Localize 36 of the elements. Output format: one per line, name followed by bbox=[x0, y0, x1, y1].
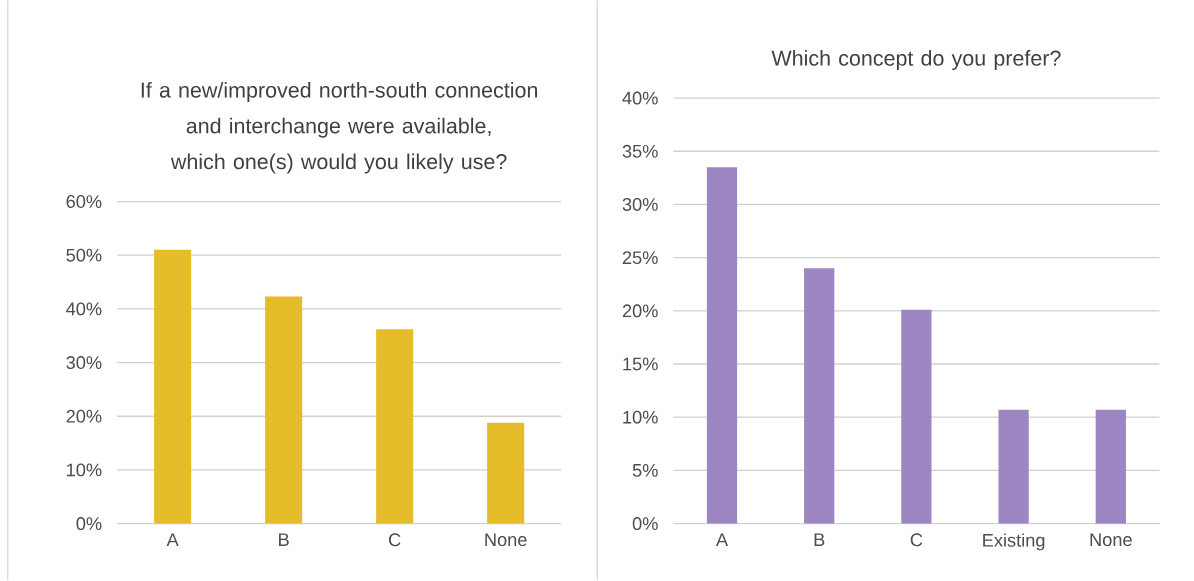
y-tick-label: 0% bbox=[76, 517, 102, 531]
x-tick-label: C bbox=[910, 533, 923, 547]
bar bbox=[487, 422, 525, 524]
bar bbox=[901, 309, 932, 524]
y-tick-label: 0% bbox=[632, 517, 658, 531]
bar bbox=[998, 409, 1029, 524]
x-tick-label: B bbox=[814, 533, 825, 547]
x-tick-label: C bbox=[388, 533, 401, 547]
y-tick-label: 20% bbox=[66, 409, 102, 423]
y-tick-label: 40% bbox=[66, 302, 102, 316]
y-tick-label: 10% bbox=[623, 410, 658, 424]
x-tick-label: B bbox=[279, 533, 289, 547]
x-tick-label: None bbox=[485, 533, 527, 547]
y-tick-label: 40% bbox=[622, 91, 658, 105]
x-tick-label: A bbox=[715, 533, 729, 547]
bar bbox=[706, 167, 738, 524]
x-tick-label: None bbox=[1090, 533, 1132, 547]
x-tick-label: Existing bbox=[983, 533, 1045, 551]
y-tick-label: 50% bbox=[66, 248, 102, 262]
y-tick-label: 60% bbox=[66, 195, 102, 209]
bar bbox=[154, 249, 192, 524]
bar bbox=[376, 329, 414, 524]
bar bbox=[265, 296, 303, 524]
y-tick-label: 5% bbox=[632, 464, 658, 477]
y-tick-label: 25% bbox=[622, 251, 658, 265]
y-tick-label: 30% bbox=[622, 198, 658, 212]
bar bbox=[804, 268, 835, 524]
y-tick-label: 10% bbox=[67, 463, 102, 477]
y-tick-label: 35% bbox=[622, 144, 658, 158]
x-tick-label: A bbox=[166, 533, 179, 547]
chart-title: Which concept do you prefer? bbox=[771, 50, 1061, 71]
y-tick-label: 15% bbox=[623, 357, 658, 371]
y-tick-label: 30% bbox=[66, 356, 102, 370]
y-tick-label: 20% bbox=[622, 304, 658, 318]
chart-title: If a new/improved north-south connection and interchange were available, which one(s) would you likely use? bbox=[141, 82, 538, 174]
bar bbox=[1095, 409, 1126, 524]
